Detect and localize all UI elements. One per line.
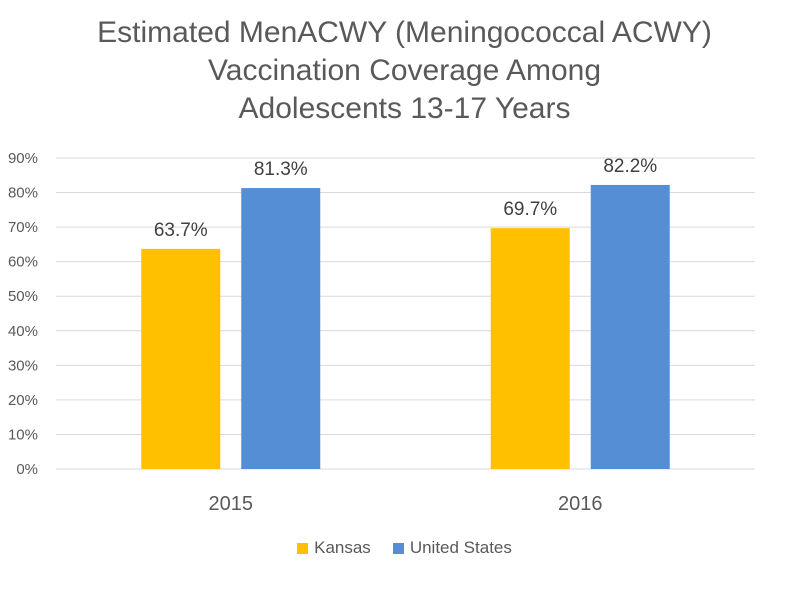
- legend-swatch-united-states: [392, 542, 404, 554]
- data-label: 63.7%: [154, 220, 208, 241]
- data-label: 82.2%: [603, 156, 657, 177]
- y-tick-label: 40%: [8, 323, 38, 340]
- x-category-label: 2015: [209, 493, 254, 515]
- data-label: 81.3%: [254, 159, 308, 180]
- legend-swatch-kansas: [297, 542, 309, 554]
- y-tick-label: 10%: [8, 426, 38, 443]
- bar: [490, 228, 570, 469]
- bar: [590, 184, 670, 469]
- chart-title-line-3: Adolescents 13-17 Years: [238, 92, 571, 125]
- y-tick-label: 60%: [8, 254, 38, 271]
- y-tick-label: 70%: [8, 219, 38, 236]
- y-tick-label: 50%: [8, 288, 38, 305]
- y-tick-label: 80%: [8, 185, 38, 202]
- bar: [141, 248, 221, 469]
- y-tick-label: 90%: [8, 150, 38, 167]
- legend-item-united-states: United States: [392, 538, 512, 558]
- chart-title-line-1: Estimated MenACWY (Meningococcal ACWY): [97, 16, 712, 49]
- chart-title: Estimated MenACWY (Meningococcal ACWY) V…: [0, 14, 809, 128]
- legend-item-kansas: Kansas: [297, 538, 371, 558]
- x-category-label: 2016: [558, 493, 603, 515]
- legend-label-kansas: Kansas: [314, 538, 371, 557]
- data-label: 69.7%: [503, 199, 557, 220]
- chart-title-line-2: Vaccination Coverage Among: [207, 54, 602, 87]
- bar: [241, 188, 321, 469]
- y-tick-label: 0%: [16, 461, 38, 478]
- y-tick-label: 30%: [8, 357, 38, 374]
- legend-label-united-states: United States: [409, 538, 512, 557]
- y-tick-label: 20%: [8, 392, 38, 409]
- legend: Kansas United States: [0, 538, 809, 558]
